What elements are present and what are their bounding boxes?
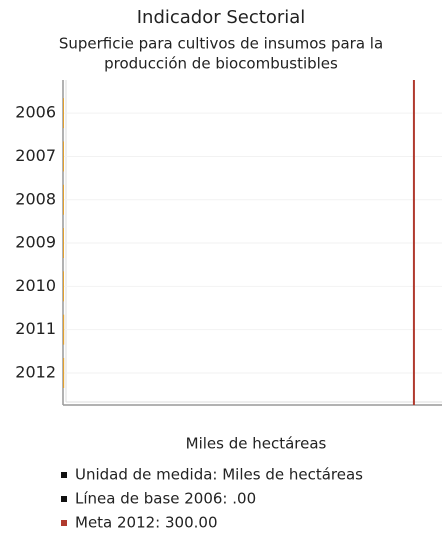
bar	[63, 314, 65, 345]
bar	[63, 98, 64, 129]
chart-subtitle: Superficie para cultivos de insumos para…	[59, 35, 383, 53]
y-tick-label: 2012	[15, 362, 56, 381]
x-axis-label: Miles de hectáreas	[186, 435, 327, 453]
y-tick-label: 2006	[15, 103, 56, 122]
y-tick-label: 2009	[15, 233, 56, 252]
y-tick-label: 2008	[15, 189, 56, 208]
bar	[63, 141, 64, 172]
chart-subtitle: producción de biocombustibles	[104, 55, 338, 73]
y-tick-label: 2010	[15, 276, 56, 295]
legend-label: Línea de base 2006: .00	[75, 490, 256, 508]
legend-bullet	[61, 472, 67, 478]
chart-title: Indicador Sectorial	[137, 7, 306, 28]
legend-label: Meta 2012: 300.00	[75, 514, 218, 532]
bar	[63, 271, 64, 302]
y-tick-label: 2011	[15, 319, 56, 338]
legend-bullet	[61, 520, 67, 526]
y-tick-label: 2007	[15, 146, 56, 165]
bar	[63, 357, 65, 388]
bar	[63, 228, 64, 259]
legend-bullet	[61, 496, 67, 502]
bar	[63, 184, 64, 215]
legend-label: Unidad de medida: Miles de hectáreas	[75, 466, 363, 484]
